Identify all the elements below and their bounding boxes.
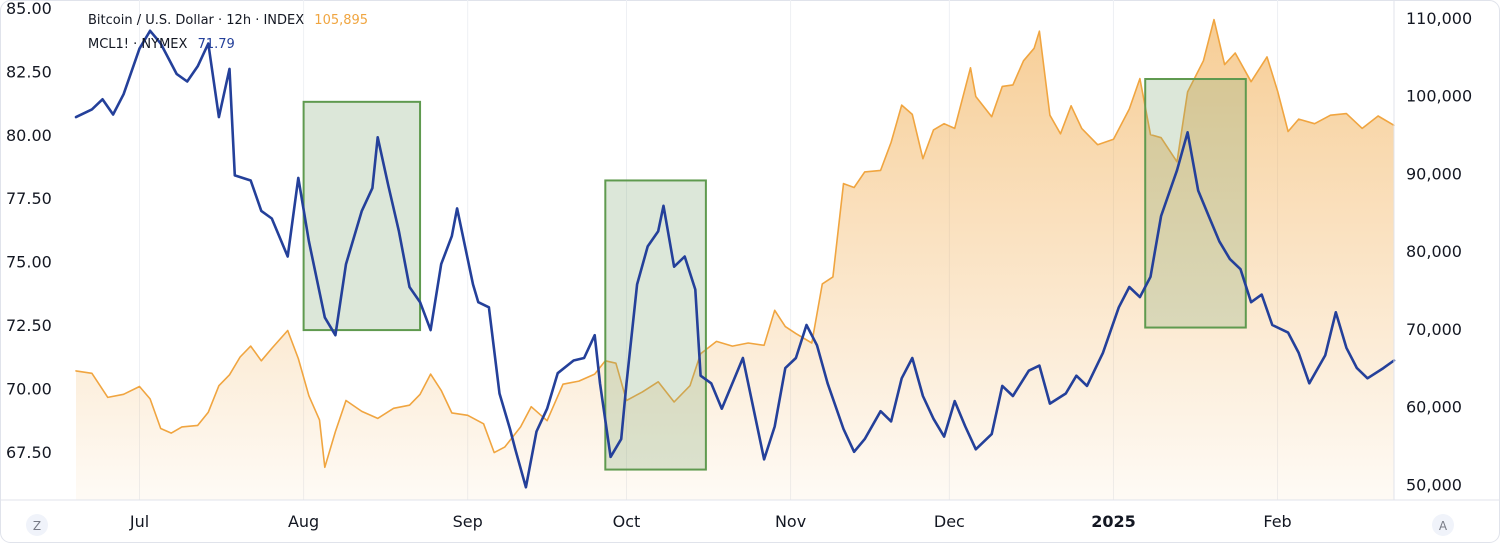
x-tick-label-0: Jul [129, 512, 149, 531]
btc-area-layer [75, 18, 1395, 500]
zoom-reset-label: Z [33, 519, 41, 533]
x-tick-label-7: Feb [1263, 512, 1291, 531]
highlight-boxes [302, 78, 1247, 471]
left-tick-label-2: 80.00 [6, 126, 52, 145]
legend-mcl-label: MCL1! · NYMEX [88, 37, 188, 52]
left-tick-label-4: 75.00 [6, 253, 52, 272]
auto-scale-button[interactable]: A [1432, 514, 1454, 536]
series-line-0 [75, 18, 1395, 469]
x-tick-label-4: Nov [775, 512, 806, 531]
series-line-1 [74, 29, 1396, 489]
zoom-reset-button[interactable]: Z [26, 514, 48, 536]
right-tick-label-4: 70,000 [1406, 320, 1462, 339]
legend-mcl-value: 71.79 [198, 37, 235, 52]
right-tick-label-3: 80,000 [1406, 242, 1462, 261]
x-tick-label-2: Sep [453, 512, 483, 531]
highlight-box-2 [1144, 78, 1247, 329]
x-tick-label-3: Oct [613, 512, 641, 531]
time-axis-ticks: Jul Aug Sep Oct Nov Dec 2025 Feb [129, 512, 1292, 531]
x-tick-label-5: Dec [934, 512, 965, 531]
left-tick-label-1: 82.50 [6, 62, 52, 81]
right-tick-label-6: 50,000 [1406, 475, 1462, 494]
right-tick-label-0: 110,000 [1406, 9, 1472, 28]
right-axis-ticks: 110,000 100,000 90,000 80,000 70,000 60,000 50… [1406, 9, 1472, 494]
left-tick-label-5: 72.50 [6, 316, 52, 335]
left-axis-ticks: 85.00 82.50 80.00 77.50 75.00 72.50 70.00 67.50 [6, 0, 52, 462]
right-tick-label-2: 90,000 [1406, 164, 1462, 183]
left-tick-label-6: 70.00 [6, 379, 52, 398]
legend-btc[interactable]: Bitcoin / U.S. Dollar · 12h · INDEX 105,… [88, 13, 368, 28]
left-tick-label-3: 77.50 [6, 189, 52, 208]
auto-scale-label: A [1439, 519, 1448, 533]
legend-btc-label: Bitcoin / U.S. Dollar · 12h · INDEX [88, 13, 304, 28]
legend-mcl[interactable]: MCL1! · NYMEX 71.79 [88, 37, 235, 52]
left-tick-label-7: 67.50 [6, 443, 52, 462]
legend-btc-value: 105,895 [314, 13, 368, 28]
legend: Bitcoin / U.S. Dollar · 12h · INDEX 105,… [88, 13, 368, 52]
highlight-box-0 [302, 100, 422, 332]
x-tick-label-1: Aug [288, 512, 319, 531]
series-area-0 [76, 19, 1394, 500]
right-tick-label-5: 60,000 [1406, 398, 1462, 417]
x-tick-label-6: 2025 [1091, 512, 1136, 531]
right-tick-label-1: 100,000 [1406, 87, 1472, 106]
highlight-box-1 [604, 179, 707, 471]
series-lines [74, 29, 1396, 489]
left-tick-label-0: 85.00 [6, 0, 52, 18]
